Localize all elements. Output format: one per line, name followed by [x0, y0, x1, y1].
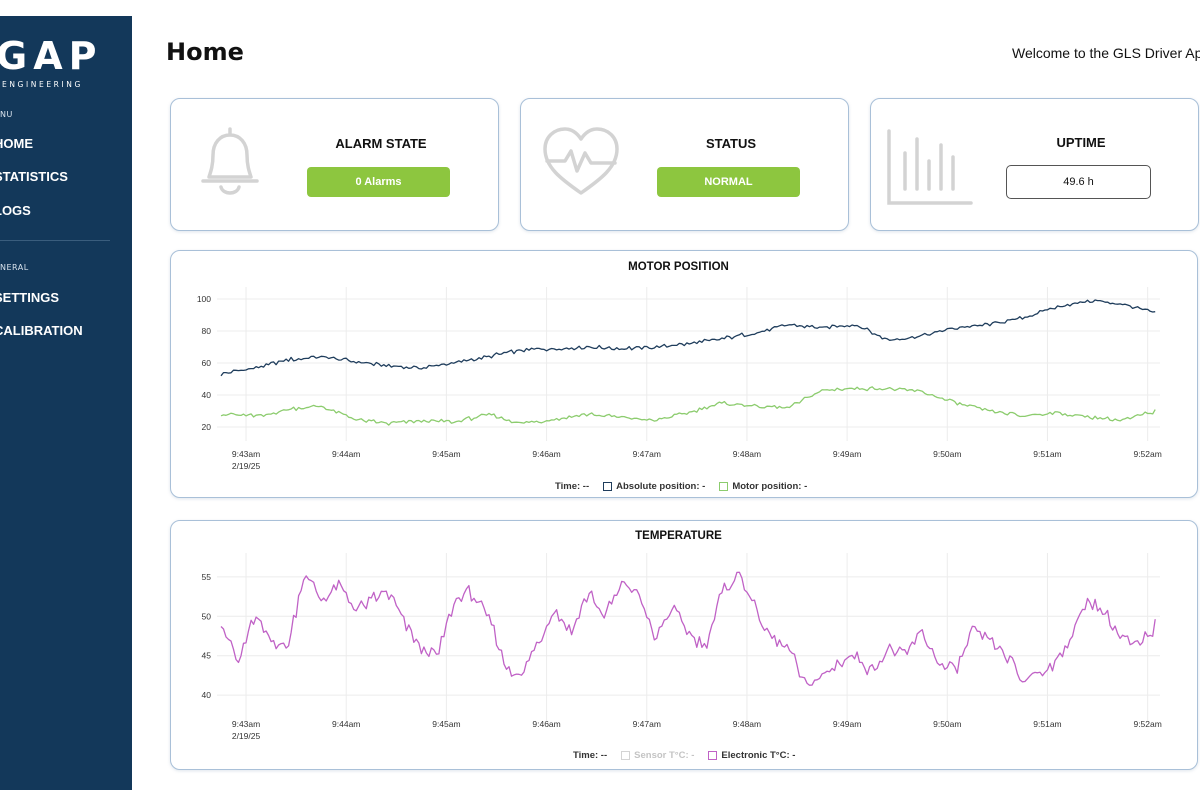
alarm-state-title: ALARM STATE: [335, 136, 427, 151]
heartbeat-icon: [543, 127, 619, 195]
temperature-chart-card: TEMPERATURE 9:43am 2/19/25 9:44am 9:45am 9:46…: [170, 520, 1198, 770]
uptime-card: UPTIME 49.6 h: [870, 98, 1199, 231]
x-tick-label: 9:51am: [1033, 449, 1061, 459]
company-logo: GAP ENGINEERING: [0, 36, 114, 94]
logo-text: GAP: [0, 34, 103, 78]
chart-title: TEMPERATURE: [635, 530, 722, 542]
motor-position-chart-card: MOTOR POSITION 9:43am 2/19/25 9:44am 9:45am 9…: [170, 250, 1198, 498]
x-tick-label: 9:47am: [633, 719, 661, 729]
y-tick-label: 40: [202, 390, 212, 400]
y-tick-label: 55: [202, 572, 212, 582]
alarm-state-card: ALARM STATE 0 Alarms: [170, 98, 499, 231]
x-tick-label: 9:47am: [633, 449, 661, 459]
series-line-2: [220, 571, 1156, 686]
legend-electronic-temp[interactable]: Electronic T°C: -: [721, 750, 796, 761]
y-tick-label: 20: [202, 422, 212, 432]
sidebar: GAP ENGINEERING NU HOME STATISTICS LOGS …: [0, 16, 132, 790]
x-tick-label: 9:52am: [1133, 719, 1161, 729]
status-badge: NORMAL: [657, 167, 800, 197]
page-title: Home: [166, 38, 244, 66]
y-tick-label: 40: [202, 690, 212, 700]
x-tick-label: 9:51am: [1033, 719, 1061, 729]
uptime-value: 49.6 h: [1006, 165, 1151, 199]
x-tick-label: 9:50am: [933, 719, 961, 729]
welcome-message: Welcome to the GLS Driver App: [1012, 45, 1200, 61]
general-section-label: NERAL: [0, 263, 29, 272]
motor-position-chart: MOTOR POSITION 9:43am 2/19/25 9:44am 9:45am 9…: [197, 261, 1162, 471]
y-tick-label: 50: [202, 611, 212, 621]
legend-swatch-sensor[interactable]: [621, 751, 631, 760]
legend-swatch-electronic[interactable]: [708, 751, 718, 760]
x-tick-label: 9:45am: [432, 719, 460, 729]
x-tick-label: 9:50am: [933, 449, 961, 459]
legend-swatch-motor[interactable]: [719, 482, 729, 491]
bell-icon: [201, 127, 259, 195]
logo-subtitle: ENGINEERING: [2, 80, 83, 89]
sidebar-divider: [0, 240, 110, 241]
alarm-count-badge: 0 Alarms: [307, 167, 450, 197]
sidebar-item-logs[interactable]: LOGS: [0, 203, 31, 218]
temperature-chart: TEMPERATURE 9:43am 2/19/25 9:44am 9:45am 9:46…: [202, 530, 1162, 741]
x-tick-label: 9:52am: [1133, 449, 1161, 459]
temperature-legend: Time: -- Sensor T°C: - Electronic T°C: -: [573, 750, 795, 761]
y-tick-label: 100: [197, 294, 211, 304]
motor-position-legend: Time: -- Absolute position: - Motor posi…: [555, 481, 807, 492]
x-tick-label: 9:43am: [232, 449, 260, 459]
status-title: STATUS: [705, 136, 757, 151]
sidebar-item-calibration[interactable]: CALIBRATION: [0, 323, 83, 338]
legend-time: Time: --: [573, 750, 608, 761]
x-tick-label: 9:44am: [332, 449, 360, 459]
y-tick-label: 45: [202, 651, 212, 661]
x-date-label: 2/19/25: [232, 461, 261, 471]
x-tick-label: 9:46am: [532, 719, 560, 729]
x-date-label: 2/19/25: [232, 731, 261, 741]
chart-title: MOTOR POSITION: [628, 261, 729, 273]
series-line-2: [220, 386, 1156, 426]
legend-sensor-temp[interactable]: Sensor T°C: -: [634, 750, 695, 761]
x-tick-label: 9:48am: [733, 449, 761, 459]
menu-section-label: NU: [0, 110, 13, 119]
sidebar-item-settings[interactable]: SETTINGS: [0, 290, 60, 305]
legend-time: Time: --: [555, 481, 590, 492]
y-tick-label: 80: [202, 326, 212, 336]
uptime-title: UPTIME: [1056, 135, 1106, 150]
x-tick-label: 9:44am: [332, 719, 360, 729]
x-tick-label: 9:45am: [432, 449, 460, 459]
sidebar-item-home[interactable]: HOME: [0, 136, 33, 151]
x-tick-label: 9:48am: [733, 719, 761, 729]
x-tick-label: 9:49am: [833, 449, 861, 459]
y-tick-label: 60: [202, 358, 212, 368]
bar-chart-icon: [887, 129, 973, 205]
sidebar-item-statistics[interactable]: STATISTICS: [0, 169, 68, 184]
series-line-1: [220, 299, 1156, 377]
x-tick-label: 9:49am: [833, 719, 861, 729]
legend-swatch-absolute[interactable]: [603, 482, 613, 491]
legend-absolute-position[interactable]: Absolute position: -: [616, 481, 706, 492]
x-tick-label: 9:46am: [532, 449, 560, 459]
legend-motor-position[interactable]: Motor position: -: [732, 481, 808, 492]
x-tick-label: 9:43am: [232, 719, 260, 729]
status-card: STATUS NORMAL: [520, 98, 849, 231]
